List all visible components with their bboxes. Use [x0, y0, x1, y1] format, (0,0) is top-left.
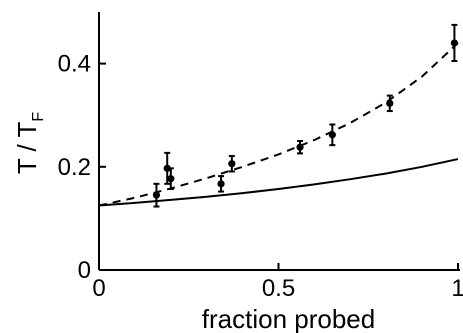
- data-point: [217, 180, 225, 188]
- y-tick-label: 0: [78, 257, 91, 284]
- data-point: [228, 160, 236, 168]
- y-tick-label: 0.2: [58, 154, 91, 181]
- plot-area: [98, 23, 459, 208]
- data-points: [152, 23, 459, 208]
- y-axis-label-subscript: F: [30, 112, 47, 122]
- axes: 0 0.5 1 00.20.4: [58, 12, 463, 302]
- y-tick-label: 0.4: [58, 51, 91, 78]
- x-tick-label: 1: [451, 275, 463, 302]
- y-axis-label: T / TF: [12, 112, 47, 175]
- x-ticks: 0 0.5 1: [92, 263, 463, 302]
- y-axis-label-main: T / T: [12, 122, 42, 175]
- x-axis-label: fraction probed: [202, 304, 375, 333]
- data-point: [163, 164, 171, 172]
- data-point: [167, 175, 175, 183]
- solid-curve: [98, 158, 459, 207]
- dashed-curve: [98, 42, 459, 207]
- x-tick-label: 0: [92, 275, 105, 302]
- x-tick-label: 0.5: [262, 275, 295, 302]
- y-ticks: 0 0.2 0.4: [58, 51, 106, 284]
